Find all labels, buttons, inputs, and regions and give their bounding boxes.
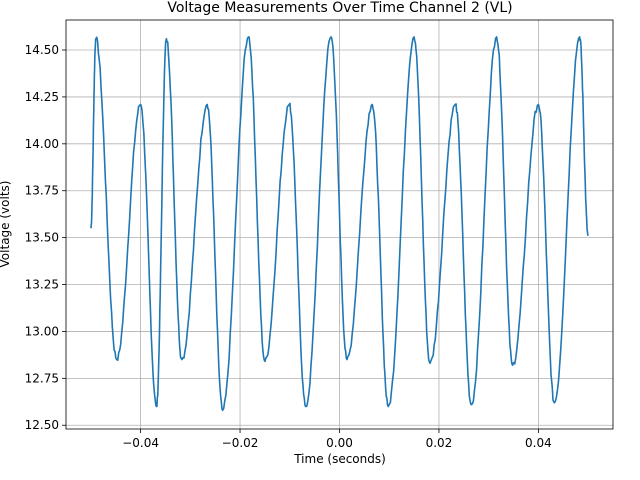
plot-area (90, 36, 589, 412)
y-tick-label: 14.00 (25, 137, 59, 151)
x-tick-label: −0.02 (222, 436, 259, 450)
y-tick-label: 12.75 (25, 371, 59, 385)
x-axis-label: Time (seconds) (293, 452, 386, 466)
grid (66, 20, 613, 429)
y-tick-label: 13.75 (25, 184, 59, 198)
y-axis-label: Voltage (volts) (0, 181, 12, 268)
y-tick-label: 13.50 (25, 231, 59, 245)
y-tick-label: 12.50 (25, 418, 59, 432)
x-axis-ticks: −0.04 −0.02 0.00 0.02 0.04 (122, 429, 552, 450)
y-tick-label: 13.25 (25, 278, 59, 292)
x-tick-label: −0.04 (122, 436, 159, 450)
y-tick-label: 14.50 (25, 43, 59, 57)
y-tick-label: 13.00 (25, 324, 59, 338)
x-tick-label: 0.02 (426, 436, 453, 450)
x-tick-label: 0.00 (326, 436, 353, 450)
voltage-series-line (90, 36, 589, 412)
y-axis-ticks: 12.50 12.75 13.00 13.25 13.50 13.75 14.00 14.25… (25, 43, 66, 432)
y-tick-label: 14.25 (25, 90, 59, 104)
chart-title: Voltage Measurements Over Time Channel 2… (167, 0, 512, 16)
x-tick-label: 0.04 (525, 436, 552, 450)
